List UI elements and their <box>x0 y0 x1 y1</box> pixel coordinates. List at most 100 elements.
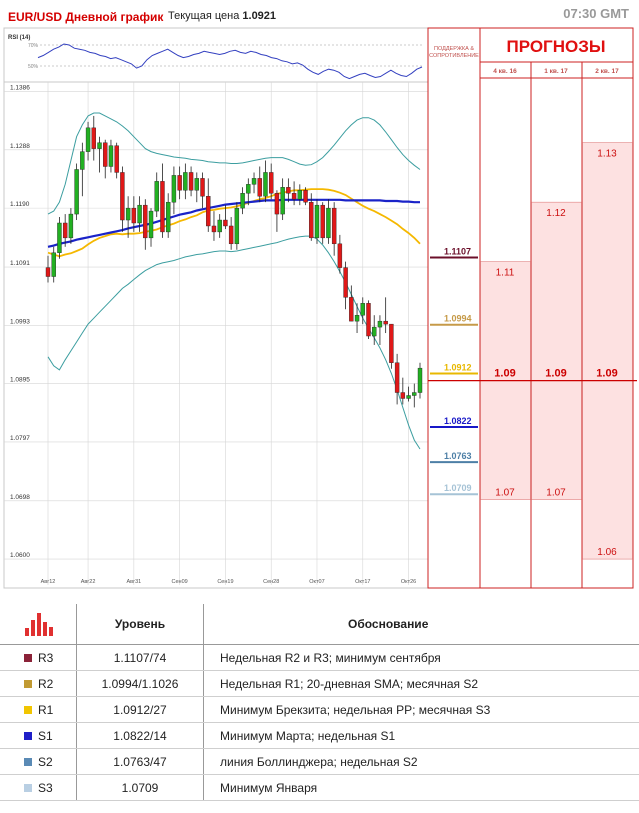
level-name: S2 <box>38 754 53 769</box>
candle-body <box>228 225 234 245</box>
candle-body <box>177 175 182 191</box>
chart-title: EUR/USD Дневной график <box>8 10 164 24</box>
candle-body <box>131 207 137 224</box>
level-label-r2: 1.0994 <box>444 314 472 324</box>
bullish-forecast-value: 1.12 <box>546 208 566 219</box>
candle-body <box>343 267 348 298</box>
candle-body <box>234 207 240 245</box>
level-color-swatch <box>24 732 32 741</box>
level-color-swatch <box>24 758 32 767</box>
level-value: 1.0912/27 <box>76 696 204 723</box>
level-rationale: Недельная R2 и R3; минимум сентября <box>203 644 639 671</box>
candle-body <box>85 127 91 152</box>
y-tick-label: 1.0698 <box>10 494 30 501</box>
quarter-q1-17: 1 кв. 17 <box>544 68 568 75</box>
bullish-forecast-bar <box>582 142 633 381</box>
level-name-cell: S2 <box>0 748 77 775</box>
rsi-level-50: 50% <box>28 64 39 70</box>
base-forecast-value: 1.09 <box>596 368 617 380</box>
level-name-cell: R3 <box>0 644 77 671</box>
candle-body <box>286 187 291 194</box>
bullish-forecast-value: 1.11 <box>496 268 515 279</box>
level-label-r1: 1.0912 <box>444 362 472 372</box>
bearish-forecast-value: 1.07 <box>546 488 566 499</box>
y-tick-label: 1.1386 <box>10 85 30 92</box>
candle-body <box>394 362 400 393</box>
candle-body <box>120 172 125 221</box>
table-row: R2 1.0994/1.1026 Недельная R1; 20-дневная … <box>0 670 639 697</box>
candle-body <box>80 151 85 170</box>
candle-body <box>314 204 320 239</box>
candle-body <box>97 142 102 149</box>
candle-body <box>320 204 325 239</box>
x-tick-label: Сен19 <box>217 579 233 585</box>
level-name: S1 <box>38 728 53 743</box>
y-axis-ticks: 1.1386 1.1288 1.1190 1.1091 1.0993 1.0895 1.07… <box>10 85 30 560</box>
level-name-cell: R2 <box>0 670 77 697</box>
candle-body <box>280 187 285 215</box>
y-tick-label: 1.0895 <box>10 377 30 384</box>
x-tick-label: Окт26 <box>401 579 416 585</box>
forecast-bars: 1.11 1.12 1.13 1.07 1.07 1.06 1.09 1.09 1.09 <box>480 142 633 560</box>
price-grid <box>4 82 428 585</box>
x-tick-label: Авг12 <box>41 579 56 585</box>
x-axis-ticks: Авг12 Авг22 Авг31 Сен09 Сен19 Сен28 Окт07 Окт17… <box>41 579 417 585</box>
level-value: 1.1107/74 <box>76 644 204 671</box>
rsi-label: RSI (14) <box>8 35 30 41</box>
header-icon-cell <box>0 604 77 645</box>
candle-body <box>171 175 177 203</box>
candle-body <box>137 204 142 224</box>
y-tick-label: 1.0797 <box>10 435 30 442</box>
candle-body <box>389 323 394 363</box>
candle-body <box>125 207 131 221</box>
candle-body <box>45 267 51 277</box>
candle-body <box>383 320 388 325</box>
level-label-s2: 1.0763 <box>444 451 472 461</box>
bearish-forecast-value: 1.06 <box>597 547 617 558</box>
timestamp: 07:30 GMT <box>563 6 629 21</box>
candle-body <box>62 222 68 239</box>
candle-body <box>91 127 96 149</box>
table-row: R3 1.1107/74 Недельная R2 и R3; минимум се… <box>0 644 639 671</box>
candle-body <box>211 225 217 233</box>
sr-header-line2: СОПРОТИВЛЕНИЕ <box>429 53 479 59</box>
level-color-swatch <box>24 680 32 689</box>
candle-body <box>337 243 343 268</box>
level-name: R3 <box>38 650 54 665</box>
candle-body <box>74 169 79 215</box>
candle-body <box>217 219 222 233</box>
level-color-swatch <box>24 654 32 663</box>
y-tick-label: 1.1288 <box>10 143 30 150</box>
candle-body <box>160 181 165 233</box>
x-tick-label: Авг22 <box>81 579 96 585</box>
candle-body <box>143 204 148 239</box>
y-tick-label: 1.1091 <box>10 260 30 267</box>
indicator-bb_lower <box>47 235 421 450</box>
level-value: 1.0994/1.1026 <box>76 670 204 697</box>
candle-body <box>412 392 417 396</box>
level-name-cell: S1 <box>0 722 77 749</box>
level-name: S3 <box>38 780 53 795</box>
x-tick-label: Сен09 <box>172 579 188 585</box>
levels-table-header: Уровень Обоснование <box>0 604 639 645</box>
x-tick-label: Окт07 <box>309 579 324 585</box>
level-lines: 1.1107 1.0994 1.0912 1.0822 1.0763 1.0709 <box>430 247 478 496</box>
level-label-s1: 1.0822 <box>444 416 472 426</box>
level-rationale: Минимум Брекзита; недельная PP; месячная… <box>203 696 639 723</box>
bearish-forecast-value: 1.07 <box>495 488 515 499</box>
level-name-cell: R1 <box>0 696 77 723</box>
candle-body <box>154 181 159 212</box>
candlesticks <box>45 115 423 408</box>
levels-table-body: R3 1.1107/74 Недельная R2 и R3; минимум се… <box>0 644 639 801</box>
x-tick-label: Авг31 <box>126 579 141 585</box>
candle-body <box>263 172 268 197</box>
candle-body <box>183 172 188 191</box>
candle-body <box>291 193 297 200</box>
level-name: R1 <box>38 702 54 717</box>
indicator-sma50 <box>47 198 420 248</box>
candle-body <box>354 314 360 322</box>
rsi-line <box>37 43 423 80</box>
level-rationale: Минимум Марта; недельная S1 <box>203 722 639 749</box>
level-name: R2 <box>38 676 54 691</box>
